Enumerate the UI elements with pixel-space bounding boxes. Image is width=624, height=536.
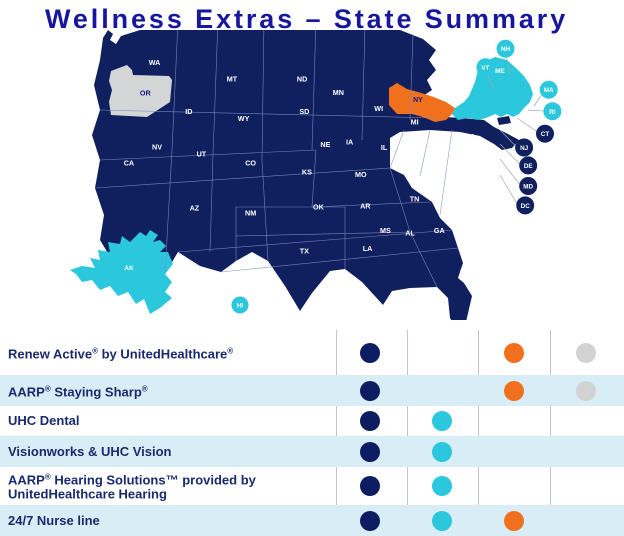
svg-text:RI: RI — [549, 109, 556, 116]
svg-text:SC: SC — [455, 207, 465, 216]
svg-text:IL: IL — [381, 143, 388, 152]
svg-text:TN: TN — [410, 195, 420, 204]
svg-text:KY: KY — [418, 174, 428, 183]
svg-text:MT: MT — [227, 75, 238, 84]
svg-text:OR: OR — [140, 89, 152, 98]
svg-text:MO: MO — [355, 170, 367, 179]
svg-text:WI: WI — [374, 104, 383, 113]
svg-text:CA: CA — [124, 159, 134, 168]
svg-text:UT: UT — [197, 149, 207, 158]
svg-text:OK: OK — [313, 202, 325, 211]
svg-text:WY: WY — [238, 114, 250, 123]
svg-text:SD: SD — [299, 107, 309, 116]
svg-text:NC: NC — [468, 188, 478, 197]
svg-text:ME: ME — [495, 68, 505, 75]
svg-text:MN: MN — [333, 88, 344, 97]
svg-text:MS: MS — [380, 226, 391, 235]
svg-text:LA: LA — [363, 244, 373, 253]
svg-text:AK: AK — [124, 265, 134, 272]
svg-text:AZ: AZ — [190, 204, 200, 213]
svg-text:ND: ND — [297, 75, 307, 84]
svg-text:NY: NY — [413, 97, 423, 104]
svg-text:NH: NH — [501, 46, 511, 53]
svg-text:WV: WV — [451, 163, 463, 172]
svg-text:CO: CO — [245, 159, 256, 168]
svg-text:VA: VA — [466, 168, 475, 177]
svg-text:ID: ID — [185, 107, 192, 116]
svg-text:HI: HI — [237, 303, 243, 310]
svg-text:NV: NV — [152, 142, 162, 151]
svg-text:VT: VT — [481, 65, 489, 72]
svg-text:NE: NE — [320, 140, 330, 149]
svg-text:NJ: NJ — [520, 145, 529, 152]
svg-text:DC: DC — [521, 203, 531, 210]
svg-text:WA: WA — [149, 58, 161, 67]
svg-text:FL: FL — [460, 269, 469, 278]
svg-text:GA: GA — [434, 226, 445, 235]
svg-text:KS: KS — [302, 168, 312, 177]
svg-text:DE: DE — [524, 163, 533, 170]
svg-text:PA: PA — [466, 132, 475, 141]
svg-text:IA: IA — [346, 138, 353, 147]
svg-text:NM: NM — [245, 208, 256, 217]
svg-text:TX: TX — [300, 247, 309, 256]
svg-text:IN: IN — [403, 143, 410, 152]
svg-text:MI: MI — [411, 117, 419, 126]
svg-text:MA: MA — [544, 87, 554, 94]
svg-text:AR: AR — [360, 201, 371, 210]
svg-text:OH: OH — [427, 138, 438, 147]
svg-text:MD: MD — [523, 184, 533, 191]
svg-text:CT: CT — [541, 131, 550, 138]
svg-text:AL: AL — [405, 228, 415, 237]
